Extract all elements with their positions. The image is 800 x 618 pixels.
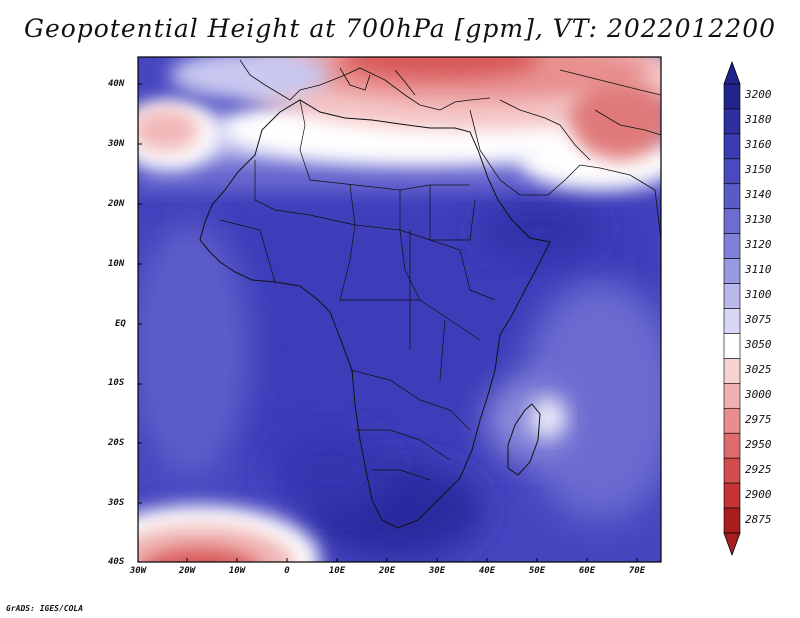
colorbar-swatch (723, 308, 741, 334)
colorbar-swatch (723, 333, 741, 359)
lon-label-20w: 20W (178, 566, 196, 576)
colorbar-swatch (723, 208, 741, 234)
colorbar-swatch (723, 158, 741, 185)
lat-label-20n: 20N (108, 199, 125, 209)
colorbar-swatch (723, 457, 741, 484)
colorbar (723, 60, 741, 557)
colorbar-label: 3140 (745, 188, 772, 202)
lon-label-30e: 30E (428, 566, 446, 576)
colorbar-label: 2975 (745, 412, 772, 426)
coastline-africa (199, 99, 551, 529)
lon-label-70e: 70E (628, 566, 646, 576)
colorbar-label: 3130 (745, 213, 772, 227)
colorbar-swatch (723, 507, 741, 534)
colorbar-label: 3050 (745, 337, 772, 351)
lat-label-10n: 10N (108, 259, 125, 269)
colorbar-swatch (723, 432, 741, 459)
colorbar-swatch (723, 383, 741, 409)
lat-label-eq: EQ (115, 319, 126, 329)
colorbar-label: 3075 (745, 312, 772, 326)
colorbar-label: 3160 (745, 138, 772, 152)
colorbar-swatch (723, 183, 741, 210)
colorbar-label: 2875 (745, 512, 772, 526)
colorbar-label: 3000 (745, 387, 772, 401)
lon-label-20e: 20E (378, 566, 396, 576)
colorbar-swatch (723, 83, 741, 110)
colorbar-swatch (723, 233, 741, 259)
colorbar-label: 3100 (745, 288, 772, 302)
lon-label-0: 0 (284, 566, 290, 576)
lat-label-30n: 30N (108, 139, 125, 149)
lat-label-30s: 30S (108, 498, 125, 508)
colorbar-swatch (723, 407, 741, 434)
colorbar-swatch (723, 108, 741, 135)
colorbar-label: 2950 (745, 437, 772, 451)
colorbar-arrow-top (723, 60, 741, 85)
lon-label-50e: 50E (528, 566, 546, 576)
colorbar-label: 3025 (745, 362, 772, 376)
lon-label-40e: 40E (478, 566, 496, 576)
colorbar-label: 3110 (745, 263, 772, 277)
grads-credit: GrADS: IGES/COLA (6, 604, 84, 613)
colorbar-swatch (723, 133, 741, 160)
lat-label-20s: 20S (108, 438, 125, 448)
coastline-north (239, 59, 661, 241)
axis-ticks (138, 83, 638, 562)
colorbar-label: 3150 (745, 163, 772, 177)
colorbar-label: 3180 (745, 113, 772, 127)
colorbar-swatch (723, 482, 741, 509)
map-frame (137, 56, 662, 563)
colorbar-label: 3200 (745, 88, 772, 102)
colorbar-label: 2900 (745, 487, 772, 501)
height-field (138, 57, 661, 562)
lat-label-40n: 40N (108, 79, 125, 89)
lon-label-30w: 30W (129, 566, 147, 576)
map-title: Geopotential Height at 700hPa [gpm], VT:… (23, 14, 777, 43)
colorbar-swatch (723, 358, 741, 384)
country-borders (219, 99, 496, 481)
colorbar-label: 2925 (745, 462, 772, 476)
lat-label-40s: 40S (108, 557, 125, 567)
colorbar-arrow-bottom (723, 532, 741, 557)
lon-label-10e: 10E (328, 566, 346, 576)
lon-label-10w: 10W (228, 566, 246, 576)
lon-label-60e: 60E (578, 566, 596, 576)
lat-label-10s: 10S (108, 378, 125, 388)
colorbar-swatch (723, 258, 741, 284)
colorbar-swatch (723, 283, 741, 309)
colorbar-label: 3120 (745, 238, 772, 252)
